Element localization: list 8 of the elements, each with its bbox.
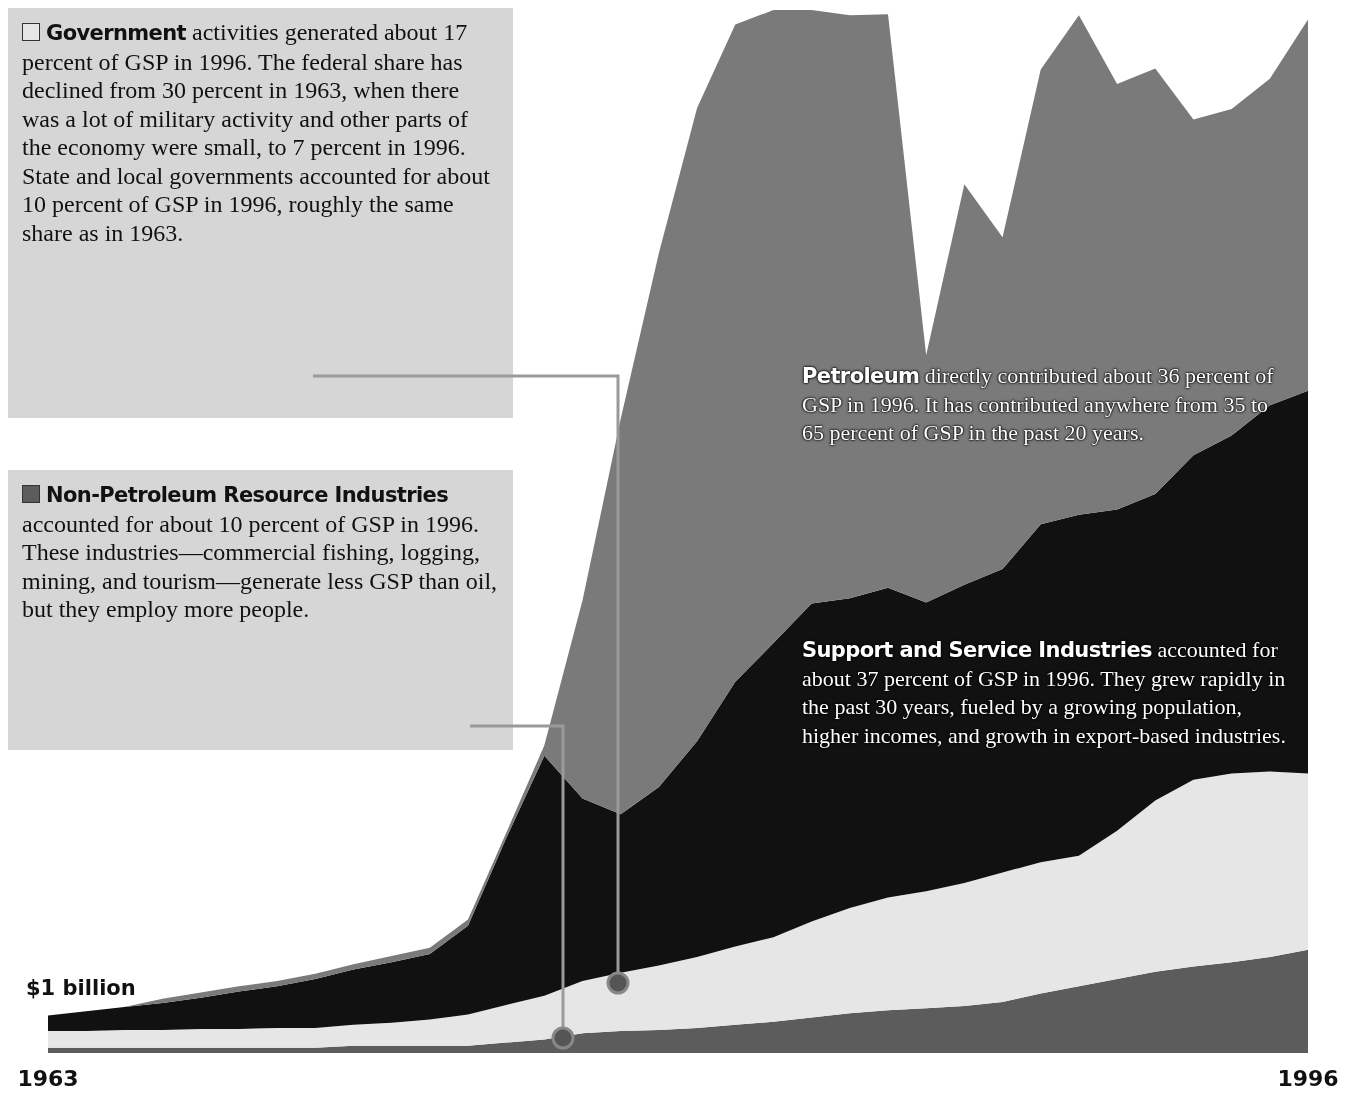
legend-label: Non-Petroleum Resource Industries (46, 483, 449, 507)
x-tick-label: 1996 (1277, 1066, 1339, 1091)
legend-label: Government (46, 21, 187, 45)
series-label: Support and Service Industries (802, 638, 1152, 662)
series-label: Petroleum (802, 364, 920, 388)
x-tick-label: 1963 (17, 1066, 79, 1091)
annotation: accounted for about 10 percent of GSP in 1996. These industries—commercial fishing, logging, mining, and tourism—generate less GSP than oil, but they employ more people. (22, 510, 498, 622)
annotation: $1 billion (26, 976, 136, 1000)
